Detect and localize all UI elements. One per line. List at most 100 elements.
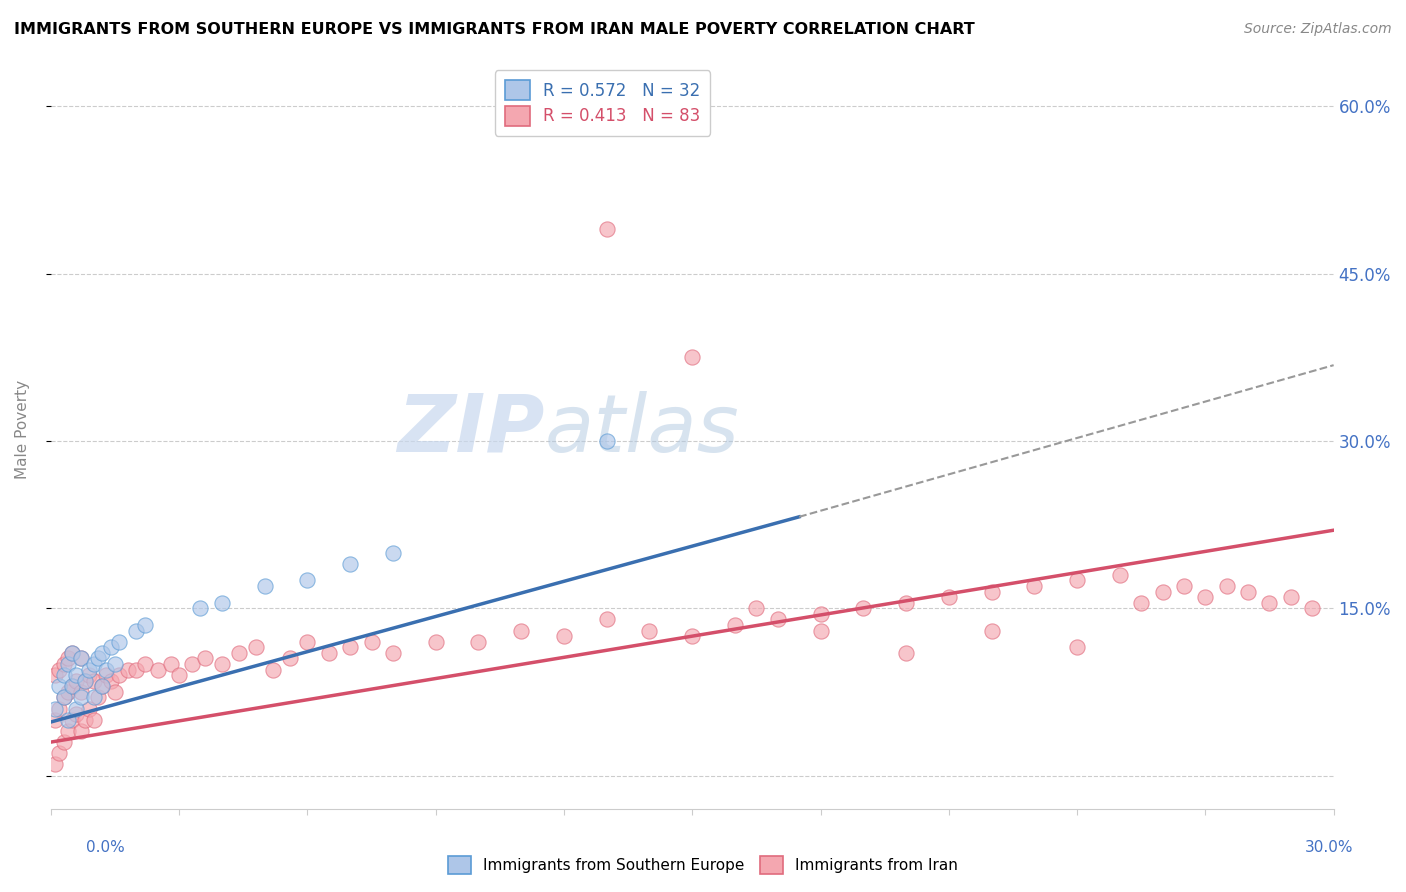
Legend: R = 0.572   N = 32, R = 0.413   N = 83: R = 0.572 N = 32, R = 0.413 N = 83 <box>495 70 710 136</box>
Point <box>766 612 789 626</box>
Point <box>108 634 131 648</box>
Point <box>1216 579 1239 593</box>
Point <box>56 723 79 738</box>
Point <box>100 673 122 688</box>
Point <box>1066 640 1088 655</box>
Text: Source: ZipAtlas.com: Source: ZipAtlas.com <box>1244 22 1392 37</box>
Point <box>194 651 217 665</box>
Point <box>44 701 66 715</box>
Point <box>1108 567 1130 582</box>
Point <box>638 624 661 638</box>
Point <box>1279 590 1302 604</box>
Point <box>60 679 83 693</box>
Point <box>83 713 105 727</box>
Point <box>211 657 233 671</box>
Point <box>73 673 96 688</box>
Point <box>48 679 70 693</box>
Point <box>69 723 91 738</box>
Point <box>810 607 832 621</box>
Point <box>65 707 87 722</box>
Point <box>69 651 91 665</box>
Point <box>553 629 575 643</box>
Point <box>339 640 361 655</box>
Point <box>48 663 70 677</box>
Point <box>48 701 70 715</box>
Point <box>297 634 319 648</box>
Point <box>52 668 75 682</box>
Text: atlas: atlas <box>544 391 740 469</box>
Point <box>745 601 768 615</box>
Point <box>596 612 619 626</box>
Point <box>211 596 233 610</box>
Point <box>228 646 250 660</box>
Point <box>262 663 284 677</box>
Point <box>852 601 875 615</box>
Point <box>52 690 75 705</box>
Point <box>52 690 75 705</box>
Point <box>79 668 101 682</box>
Point <box>253 579 276 593</box>
Text: ZIP: ZIP <box>398 391 544 469</box>
Point <box>938 590 960 604</box>
Point <box>425 634 447 648</box>
Point <box>87 690 110 705</box>
Point <box>52 735 75 749</box>
Point <box>1152 584 1174 599</box>
Point <box>724 618 747 632</box>
Point <box>681 351 703 365</box>
Point <box>894 596 917 610</box>
Point <box>91 679 114 693</box>
Point <box>1237 584 1260 599</box>
Point <box>83 657 105 671</box>
Point <box>108 668 131 682</box>
Point <box>167 668 190 682</box>
Point <box>65 701 87 715</box>
Point <box>125 663 148 677</box>
Point <box>60 646 83 660</box>
Point <box>681 629 703 643</box>
Point <box>56 685 79 699</box>
Point <box>44 757 66 772</box>
Point <box>190 601 212 615</box>
Point <box>60 679 83 693</box>
Point <box>56 657 79 671</box>
Point <box>73 673 96 688</box>
Point <box>159 657 181 671</box>
Point <box>100 640 122 655</box>
Point <box>278 651 301 665</box>
Point <box>381 545 404 559</box>
Point <box>146 663 169 677</box>
Point <box>83 673 105 688</box>
Point <box>44 713 66 727</box>
Point <box>1301 601 1323 615</box>
Y-axis label: Male Poverty: Male Poverty <box>15 380 30 479</box>
Point <box>810 624 832 638</box>
Point <box>44 668 66 682</box>
Point <box>60 646 83 660</box>
Legend: Immigrants from Southern Europe, Immigrants from Iran: Immigrants from Southern Europe, Immigra… <box>441 850 965 880</box>
Point <box>48 746 70 760</box>
Text: IMMIGRANTS FROM SOUTHERN EUROPE VS IMMIGRANTS FROM IRAN MALE POVERTY CORRELATION: IMMIGRANTS FROM SOUTHERN EUROPE VS IMMIG… <box>14 22 974 37</box>
Point <box>73 713 96 727</box>
Point <box>894 646 917 660</box>
Point <box>96 663 118 677</box>
Point <box>134 618 156 632</box>
Point <box>91 646 114 660</box>
Point <box>56 651 79 665</box>
Point <box>117 663 139 677</box>
Point <box>79 701 101 715</box>
Point <box>1130 596 1153 610</box>
Point <box>510 624 533 638</box>
Point <box>596 434 619 448</box>
Point <box>467 634 489 648</box>
Point <box>56 713 79 727</box>
Point <box>980 584 1002 599</box>
Point <box>318 646 340 660</box>
Point <box>69 690 91 705</box>
Point <box>381 646 404 660</box>
Text: 0.0%: 0.0% <box>86 840 125 855</box>
Point <box>125 624 148 638</box>
Point <box>91 679 114 693</box>
Point <box>104 657 127 671</box>
Point <box>1194 590 1216 604</box>
